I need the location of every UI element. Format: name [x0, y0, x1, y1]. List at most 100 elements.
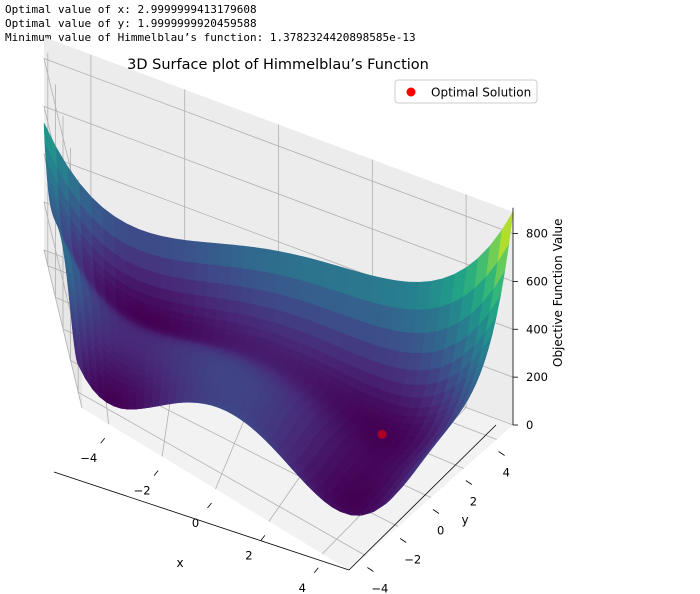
surface-patch: [239, 285, 253, 304]
surface-patch: [240, 267, 255, 289]
y-tick-label: 4: [503, 466, 510, 480]
legend-marker-icon: [406, 87, 416, 97]
surface-patch: [159, 394, 169, 400]
surface-patch: [149, 232, 162, 258]
surface-patch: [206, 263, 220, 284]
z-tick-label: 600: [526, 274, 548, 288]
y-tick-label: 0: [437, 524, 444, 538]
surface-patch: [166, 394, 177, 399]
surface-patch: [183, 239, 197, 263]
surface-patch: [43, 123, 57, 167]
y-tick-label: −4: [371, 582, 388, 594]
x-tick-label: −4: [80, 451, 97, 465]
x-tick-label: 2: [245, 548, 252, 562]
surface-patch: [171, 276, 184, 293]
surface-patch: [230, 244, 244, 269]
surface-patch: [150, 398, 160, 404]
surface-patch: [216, 282, 230, 300]
surface-patch: [253, 247, 268, 272]
x-tick-mark: [153, 470, 159, 476]
grid-line-z: [43, 57, 514, 234]
axis-lines: [53, 207, 514, 571]
y-tick-label: 2: [470, 495, 477, 509]
surface-patch: [143, 398, 152, 404]
surface-patch: [160, 273, 173, 291]
x-tick-label: −2: [134, 484, 151, 498]
optimal-point: [377, 429, 387, 439]
surface-patch: [151, 383, 162, 391]
x-tick-label: 0: [192, 516, 199, 530]
surface-patch: [228, 284, 242, 302]
surface-patch: [265, 248, 279, 275]
surface-patch: [173, 398, 184, 402]
surface-patch: [172, 238, 186, 262]
surface-patch: [174, 394, 185, 399]
surface-patch: [159, 389, 169, 396]
chart-title: 3D Surface plot of Himmelblau’s Function: [127, 57, 429, 73]
surface-mesh: [43, 123, 514, 516]
surface-patch: [151, 394, 161, 400]
z-axis-label: Objective Function Value: [551, 218, 565, 367]
surface-patch: [183, 260, 197, 281]
surface-patch: [137, 228, 150, 254]
surface-patch: [262, 289, 276, 310]
x-tick-mark: [207, 502, 212, 509]
surface-patch: [160, 378, 170, 386]
surface-patch: [238, 300, 252, 317]
surface-patch: [182, 278, 196, 295]
y-tick-mark: [367, 567, 374, 572]
surface-patch: [241, 245, 256, 270]
optimal-point-marker: [377, 429, 387, 439]
surface-patch: [182, 292, 195, 307]
legend-label-optimal-solution: Optimal Solution: [431, 86, 531, 100]
y-tick-mark: [465, 480, 473, 485]
surface-patch: [195, 241, 209, 265]
x-tick-mark: [260, 535, 266, 541]
x-tick-mark: [313, 567, 319, 574]
surface-patch: [217, 264, 231, 285]
surface-patch: [218, 243, 232, 267]
surface-patch: [204, 295, 218, 310]
y-tick-mark: [399, 538, 407, 543]
surface-patch: [320, 286, 336, 312]
x-tick-label: 4: [299, 581, 306, 594]
z-tick-label: 800: [526, 227, 548, 241]
tick-labels: −4 −2 0 2 4 −4 −2 0 2 4 0 200 400 600 800: [80, 227, 548, 594]
surface-patch: [309, 282, 324, 308]
surface-patch: [275, 273, 289, 297]
z-axis-label-clip: Objective Function Value: [551, 218, 565, 367]
surface-patch: [151, 389, 161, 396]
y-tick-label: −2: [404, 553, 421, 567]
surface-patch: [311, 259, 326, 287]
surface-patch: [194, 262, 208, 282]
output-line-min: Minimum value of Himmelblau’s function: …: [5, 31, 416, 44]
surface-patch: [252, 269, 266, 291]
y-tick-mark: [498, 451, 505, 456]
legend-box: [394, 79, 538, 104]
x-tick-mark: [100, 437, 106, 444]
surface-patch: [160, 256, 173, 277]
surface-patch: [299, 256, 314, 284]
z-tick-label: 400: [526, 322, 548, 336]
surface-patch: [250, 287, 265, 307]
surface-patch: [205, 281, 219, 298]
legend: Optimal Solution: [394, 79, 538, 104]
surface-patch: [286, 276, 301, 300]
surface-patch: [159, 384, 170, 391]
surface-patch: [273, 292, 288, 313]
z-tick-label: 200: [526, 370, 548, 384]
surface-patch: [207, 242, 221, 266]
surface-patch: [171, 258, 185, 279]
surface-patch: [175, 389, 185, 396]
z-tick-label: 0: [526, 418, 533, 432]
surface-patch: [297, 279, 313, 304]
x-axis-label: x: [176, 556, 183, 570]
output-line-x: Optimal value of x: 2.9999999413179608: [5, 3, 257, 16]
surface-patch: [167, 384, 178, 391]
surface-patch: [167, 389, 177, 395]
surface-patch: [215, 297, 229, 312]
y-tick-mark: [432, 509, 440, 514]
surface-patch: [226, 298, 241, 314]
y-axis-label: y: [461, 513, 468, 527]
